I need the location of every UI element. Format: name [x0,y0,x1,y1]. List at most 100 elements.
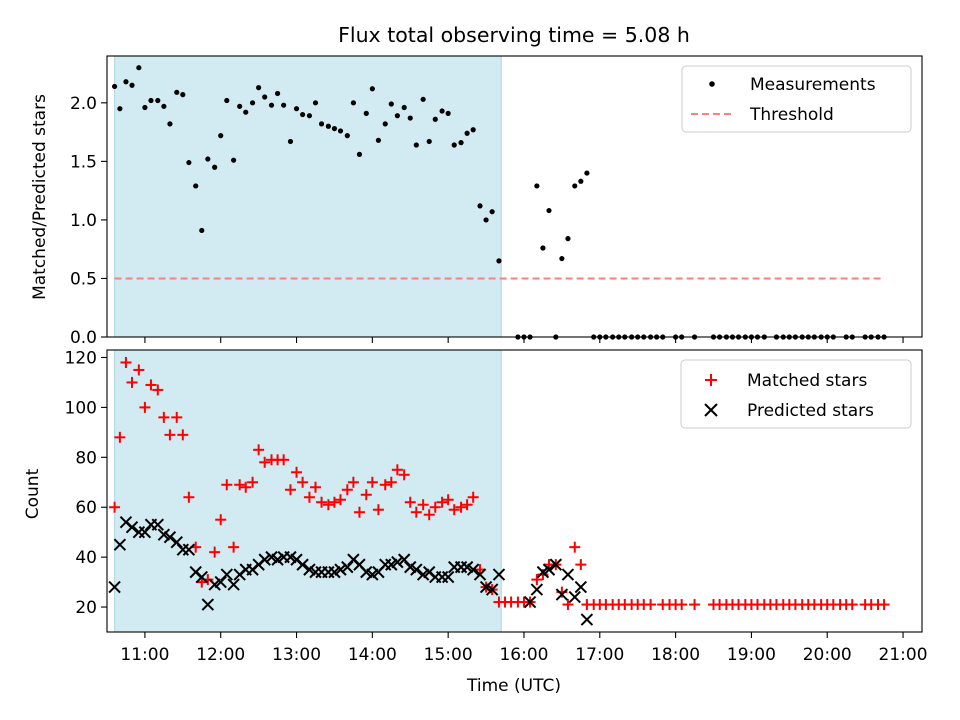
measurement-point [565,236,571,242]
bottom-legend-box [680,359,912,429]
predicted-star-point [108,580,121,594]
top-legend-box [681,65,912,133]
predicted-star-point [492,568,506,581]
x-tick-label: 18:00 [651,645,700,665]
matched-star-point [126,376,138,388]
measurement-point [300,111,306,118]
measurement-point [407,115,413,121]
measurement-point [356,151,363,157]
measurement-point [142,104,148,111]
matched-star-point [562,599,574,611]
measurement-point [489,209,495,215]
y-tick-label: 1.0 [70,211,97,231]
predicted-star-point [542,563,556,576]
measurement-point [237,103,243,109]
measurement-point [274,90,281,97]
predicted-star-point [530,583,544,596]
measurement-point [205,156,211,162]
predicted-star-point [170,535,183,549]
matched-star-point [385,476,397,488]
y-tick-label: 0.5 [70,269,97,289]
y-tick-label: 80 [75,448,97,468]
measurement-point [281,102,287,108]
legend-matched-label: Matched stars [747,371,867,391]
measurement-point [496,258,502,264]
predicted-star-point [125,520,139,534]
matched-star-point [689,599,701,611]
y-tick-label: 20 [75,598,97,618]
matched-star-point [133,364,145,376]
measurement-point [394,113,400,119]
legend-matched-marker [705,374,717,386]
predicted-star-point [568,590,581,604]
measurement-point [458,140,464,146]
matched-star-point [284,484,296,496]
measurement-point [369,86,375,92]
bottom-axes-frame [106,349,923,633]
matched-star-point [278,454,290,466]
measurement-point [193,183,199,189]
matched-star-point [297,476,309,488]
matched-star-point [335,494,347,506]
matched-star-point [372,504,384,516]
matched-star-point [448,504,460,516]
measurement-point [420,96,426,102]
predicted-star-point [441,570,455,584]
matched-star-point [240,481,252,493]
measurement-point [148,97,154,104]
y-tick-label: 60 [75,498,97,518]
legend-measurements-marker [709,81,715,87]
measurement-point [243,109,249,115]
predicted-star-point [549,558,563,571]
measurement-point [161,103,167,109]
matched-star-point [234,479,246,491]
top-axes-frame [106,55,923,338]
predicted-star-point [182,543,196,556]
predicted-star-point [201,598,215,611]
matched-star-point [366,476,378,488]
matched-star-point [531,574,543,586]
predicted-star-point [227,578,240,591]
measurement-point [388,101,394,107]
measurement-point [231,157,237,163]
matched-star-point [353,506,365,518]
matched-star-point [878,599,890,611]
matched-star-point [139,401,151,413]
matched-star-point [442,494,454,506]
legend-predicted-marker [704,403,718,417]
measurement-point [117,106,123,112]
matched-star-point [676,599,688,611]
matched-star-point [569,541,581,553]
top-panel: 0.00.51.01.52.0 Matched/Predicted stars … [30,55,923,348]
matched-star-point [423,509,435,521]
measurement-point [337,128,344,134]
matched-star-point [109,501,121,513]
measurement-point [129,82,135,88]
matched-star-point [347,476,359,488]
predicted-star-point [580,613,594,626]
matched-star-point [291,466,303,478]
measurement-point [325,123,331,129]
matched-star-point [309,481,321,493]
matched-star-point [436,496,448,508]
measurement-point [534,183,540,189]
matched-star-point [303,491,315,503]
measurement-point [174,89,180,95]
y-tick-label: 100 [65,398,97,418]
matched-star-point [120,356,132,368]
measurement-point [401,104,407,111]
matched-star-point [846,599,858,611]
matched-star-point [341,484,353,496]
measurement-point [318,121,325,127]
matched-star-point [328,496,340,508]
matched-star-point [209,546,221,558]
predicted-star-point [113,538,127,551]
x-tick-label: 19:00 [727,645,776,665]
matched-star-point [360,489,372,501]
predicted-star-point [561,568,575,581]
y-tick-label: 1.5 [70,152,97,172]
measurement-point [451,142,457,148]
measurement-point [268,102,275,108]
matched-star-point [379,479,391,491]
